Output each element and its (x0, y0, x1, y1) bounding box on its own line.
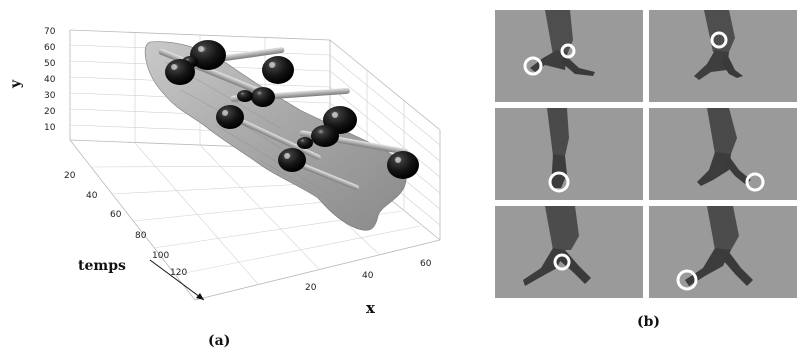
time-axis-label: temps (78, 258, 126, 274)
time-tick: 120 (170, 268, 187, 278)
x-axis-label: x (366, 299, 376, 317)
x-tick: 20 (305, 283, 317, 293)
blob (387, 151, 419, 179)
blob (262, 56, 294, 84)
marker-circle (710, 31, 728, 49)
y-tick: 50 (44, 59, 56, 69)
marker-circle (548, 171, 570, 193)
marker-circle (676, 269, 698, 291)
caption-a: (a) (208, 333, 231, 349)
blob (251, 87, 275, 107)
time-tick: 100 (152, 251, 169, 261)
y-tick: 40 (44, 75, 56, 85)
time-tick: 80 (135, 231, 147, 241)
time-tick: 20 (64, 171, 76, 181)
blob (278, 148, 306, 172)
time-axis: 20 40 60 80 100 120 temps (64, 171, 205, 301)
panel-a-3d-plot: 70 60 50 40 30 20 10 y 20 40 60 80 100 1… (8, 27, 441, 349)
panel-b-frames (495, 10, 797, 300)
marker-circle (553, 253, 571, 271)
y-tick: 10 (44, 123, 56, 133)
video-frame-2 (649, 10, 797, 102)
video-frame-6 (649, 206, 797, 298)
time-tick: 40 (86, 191, 98, 201)
x-tick: 60 (420, 259, 432, 269)
blob (216, 105, 244, 129)
blob (311, 125, 339, 147)
x-tick: 40 (362, 271, 374, 281)
time-axis-arrow (149, 259, 205, 301)
y-tick: 70 (44, 27, 56, 37)
caption-b: (b) (637, 314, 661, 330)
blob (237, 90, 253, 102)
time-axis-arrowhead (196, 293, 204, 300)
video-frame-1 (495, 10, 643, 102)
y-axis-label: y (8, 79, 24, 89)
y-tick: 60 (44, 43, 56, 53)
y-tick: 20 (44, 107, 56, 117)
blob (297, 137, 313, 149)
time-tick: 60 (110, 210, 122, 220)
trajectory-blobs (165, 40, 419, 179)
y-axis: 70 60 50 40 30 20 10 y (8, 27, 56, 133)
plot-3d-svg: 70 60 50 40 30 20 10 y 20 40 60 80 100 1… (8, 27, 441, 317)
marker-circle (560, 43, 576, 59)
x-axis: 20 40 60 x (305, 259, 432, 317)
video-frame-4 (649, 108, 797, 200)
y-tick: 30 (44, 91, 56, 101)
marker-circle (523, 56, 543, 76)
video-frame-3 (495, 108, 643, 200)
marker-circle (745, 172, 765, 192)
video-frame-5 (495, 206, 643, 298)
blob (165, 59, 195, 85)
